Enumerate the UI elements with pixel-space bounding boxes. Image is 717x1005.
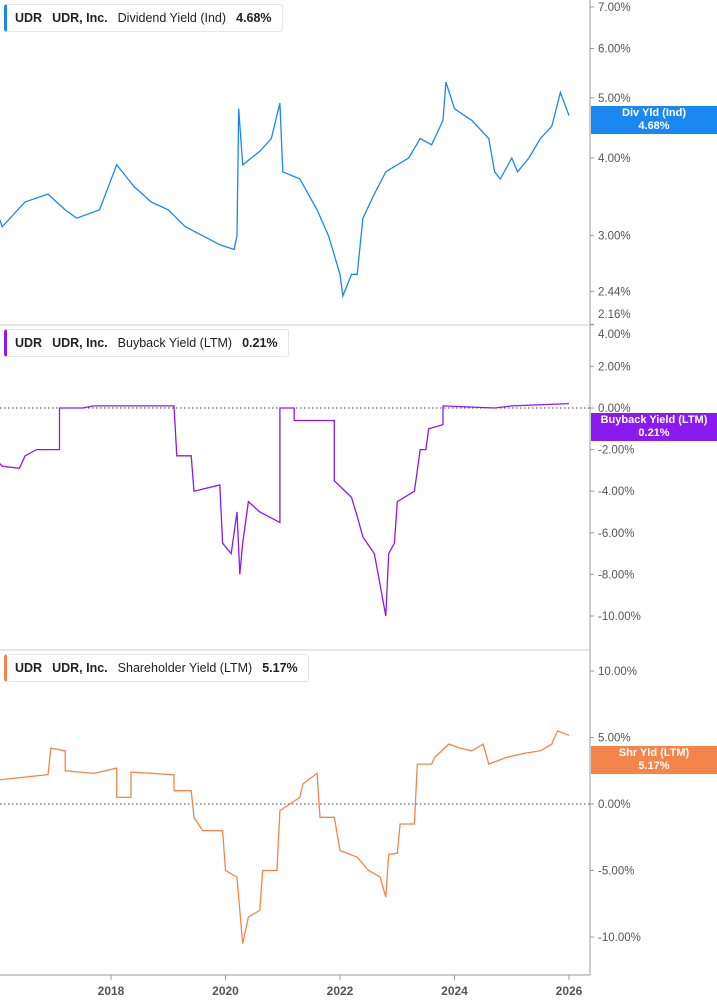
y-tick-label: 0.00% [598, 799, 631, 811]
badge-label: Buyback Yield (LTM) [600, 414, 708, 426]
legend-ticker: UDR [15, 336, 43, 350]
y-tick-label: 5.00% [598, 93, 631, 105]
series-line [0, 730, 570, 944]
y-tick-label: -10.00% [598, 611, 641, 623]
legend-metric: Buyback Yield (LTM) [117, 336, 233, 350]
series-line [0, 81, 570, 299]
legend-ticker: UDR [15, 661, 43, 675]
legend-value: 5.17% [262, 661, 298, 675]
y-tick-label: 6.00% [598, 44, 631, 56]
y-tick-label: 0.00% [598, 403, 631, 415]
badge-value: 4.68% [638, 120, 670, 132]
y-tick-label: -10.00% [598, 932, 641, 944]
y-tick-label: 4.00% [598, 153, 631, 165]
legend-metric: Dividend Yield (Ind) [117, 11, 227, 25]
y-tick-label: -5.00% [598, 866, 634, 878]
legend-company: UDR, Inc. [52, 11, 108, 25]
y-tick-label: -2.00% [598, 445, 634, 457]
legend-buyback-yield: UDR UDR, Inc. Buyback Yield (LTM) 0.21% [4, 329, 289, 357]
x-tick-label: 2018 [98, 984, 125, 998]
badge-label: Div Yld (Ind) [622, 107, 686, 119]
legend-dividend-yield: UDR UDR, Inc. Dividend Yield (Ind) 4.68% [4, 4, 283, 32]
y-tick-label: -6.00% [598, 528, 634, 540]
x-tick-label: 2026 [556, 984, 583, 998]
y-tick-label: 10.00% [598, 666, 637, 678]
legend-shareholder-yield: UDR UDR, Inc. Shareholder Yield (LTM) 5.17% [4, 654, 309, 682]
badge-shareholder-yield: Shr Yld (LTM) 5.17% [591, 746, 717, 774]
series-line [0, 402, 570, 617]
x-tick-label: 2020 [212, 984, 239, 998]
legend-company: UDR, Inc. [52, 336, 108, 350]
legend-value: 0.21% [242, 336, 278, 350]
y-tick-label: 2.16% [598, 309, 631, 321]
legend-value: 4.68% [236, 11, 272, 25]
y-tick-label: 2.00% [598, 361, 631, 373]
y-tick-label: 4.00% [598, 329, 631, 341]
legend-metric: Shareholder Yield (LTM) [117, 661, 253, 675]
legend-ticker: UDR [15, 11, 43, 25]
legend-company: UDR, Inc. [52, 661, 108, 675]
y-tick-label: 7.00% [598, 2, 631, 14]
y-tick-label: 2.44% [598, 286, 631, 298]
y-tick-label: -4.00% [598, 486, 634, 498]
badge-label: Shr Yld (LTM) [618, 747, 690, 759]
x-tick-label: 2022 [327, 984, 354, 998]
badge-buyback-yield: Buyback Yield (LTM) 0.21% [591, 413, 717, 441]
badge-value: 5.17% [638, 760, 670, 772]
y-tick-label: 5.00% [598, 733, 631, 745]
badge-dividend-yield: Div Yld (Ind) 4.68% [591, 106, 717, 134]
x-tick-label: 2024 [441, 984, 468, 998]
badge-value: 0.21% [638, 427, 670, 439]
y-tick-label: -8.00% [598, 569, 634, 581]
y-tick-label: 3.00% [598, 231, 631, 243]
